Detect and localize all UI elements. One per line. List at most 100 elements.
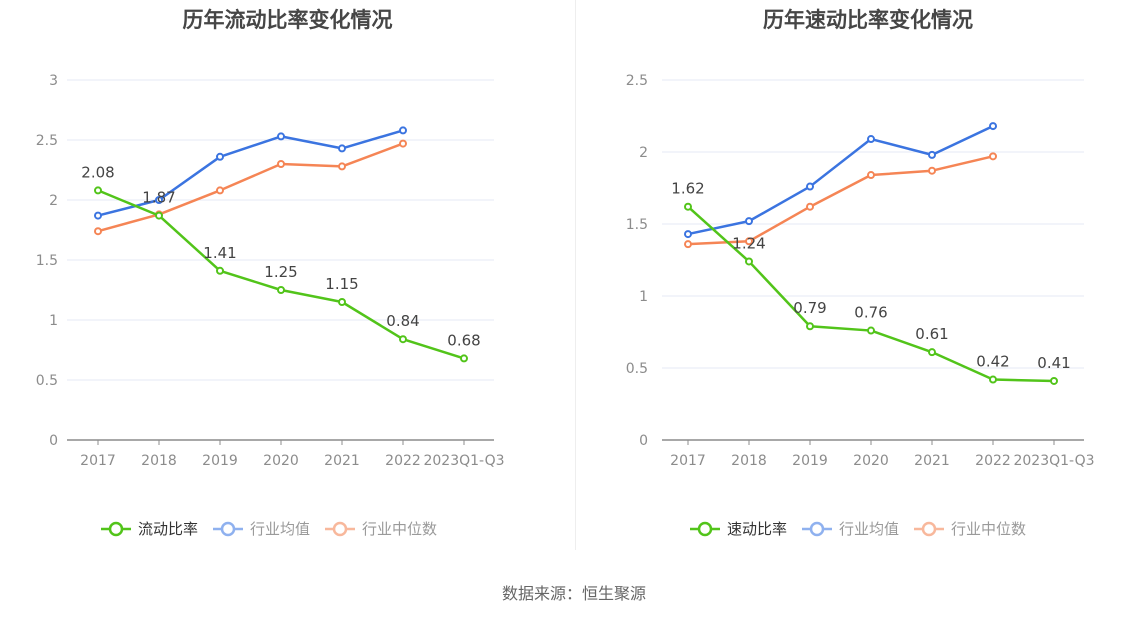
data-point[interactable] [338, 144, 346, 153]
data-point[interactable] [277, 160, 285, 168]
chart-title: 历年速动比率变化情况 [763, 8, 973, 32]
x-tick-label: 2022 [385, 453, 421, 469]
data-point[interactable] [399, 139, 407, 148]
data-point[interactable] [684, 202, 692, 211]
legend-item[interactable]: 行业均值 [212, 518, 310, 539]
data-point[interactable] [806, 202, 814, 211]
y-tick-label: 1.5 [36, 253, 58, 269]
data-point[interactable] [745, 237, 753, 246]
data-point[interactable] [338, 162, 346, 171]
quick-ratio-chart: 历年速动比率变化情况 0 0.5 1 1.5 2 2.5 2017 2018 2019 2020 2… [576, 0, 1148, 560]
data-point[interactable] [277, 286, 285, 294]
x-tick-label: 2019 [792, 453, 828, 469]
chart-title: 历年流动比率变化情况 [182, 8, 393, 32]
data-point[interactable] [460, 354, 468, 363]
y-tick-label: 1 [49, 313, 58, 329]
data-label: 0.41 [1037, 354, 1070, 372]
data-label: 1.41 [203, 244, 236, 262]
quick-ratio-plot: 0 0.5 1 1.5 2 2.5 2017 2018 2019 2020 2021 2022 2023… [626, 73, 1095, 469]
x-tick-label: 2019 [202, 453, 238, 469]
data-label: 0.42 [976, 353, 1009, 371]
y-tick-label: 2.5 [36, 133, 58, 149]
data-point[interactable] [399, 126, 407, 135]
data-point[interactable] [684, 230, 692, 239]
legend-item[interactable]: 行业均值 [801, 518, 899, 539]
data-point[interactable] [155, 196, 163, 204]
legend-line-circle-icon [325, 521, 356, 536]
data-point[interactable] [216, 266, 224, 275]
series-line-1 [97, 129, 404, 217]
data-label: 0.79 [793, 299, 826, 317]
data-point[interactable] [928, 150, 936, 159]
data-label: 1.25 [264, 263, 297, 281]
data-point[interactable] [684, 240, 692, 249]
x-tick-label: 2020 [263, 453, 299, 469]
data-point[interactable] [928, 348, 936, 357]
y-tick-label: 1.5 [626, 217, 648, 233]
legend-label: 行业中位数 [951, 520, 1027, 538]
legend-line-circle-icon [802, 521, 833, 536]
data-point[interactable] [867, 326, 875, 335]
legend-line-circle-icon [213, 521, 244, 536]
data-source-footer: 数据来源：恒生聚源 [501, 584, 646, 603]
y-tick-label: 0 [49, 433, 58, 449]
chart-legend: 速动比率 行业均值 行业中位数 [689, 518, 1026, 539]
series-line-1 [687, 124, 994, 236]
legend-label: 行业均值 [250, 520, 311, 538]
data-point[interactable] [989, 152, 997, 161]
data-point[interactable] [867, 135, 875, 144]
y-tick-label: 2 [49, 193, 58, 209]
y-tick-label: 3 [49, 73, 58, 89]
data-point[interactable] [155, 211, 163, 220]
data-label: 1.87 [142, 189, 175, 207]
legend-line-circle-icon [101, 521, 131, 536]
data-label: 1.24 [732, 234, 765, 252]
data-point[interactable] [277, 132, 285, 141]
x-tick-label: 2017 [670, 453, 706, 469]
data-point[interactable] [989, 122, 997, 131]
x-tick-label: 2023Q1-Q3 [1013, 453, 1094, 469]
data-label: 1.15 [325, 275, 358, 293]
chart-divider [575, 0, 576, 550]
legend-label: 流动比率 [138, 520, 199, 538]
data-point[interactable] [745, 257, 753, 266]
legend-label: 行业中位数 [362, 520, 438, 538]
current-ratio-plot: 0 0.5 1 1.5 2 2.5 3 2017 2018 2019 2020 2021 2022 202… [36, 73, 505, 469]
legend-item[interactable]: 行业中位数 [324, 518, 437, 539]
data-label: 0.76 [854, 304, 887, 322]
legend-item[interactable]: 行业中位数 [913, 518, 1026, 539]
data-point[interactable] [928, 166, 936, 175]
y-tick-label: 2 [639, 145, 648, 161]
data-point[interactable] [989, 375, 997, 384]
data-label: 0.84 [386, 312, 419, 330]
x-tick-label: 2018 [141, 453, 177, 469]
chart-legend: 流动比率 行业均值 行业中位数 [100, 518, 437, 539]
legend-item[interactable]: 流动比率 [100, 518, 198, 539]
data-point[interactable] [806, 182, 814, 191]
current-ratio-chart: 历年流动比率变化情况 0 0.5 1 1.5 2 2.5 3 2017 2018 2019 2020… [0, 0, 575, 560]
legend-label: 行业均值 [839, 520, 900, 538]
data-point[interactable] [94, 211, 102, 220]
data-label: 2.08 [81, 163, 114, 181]
data-point[interactable] [867, 171, 875, 180]
data-point[interactable] [94, 227, 102, 236]
y-tick-label: 0.5 [36, 373, 58, 389]
data-point[interactable] [94, 186, 102, 195]
data-point[interactable] [806, 322, 814, 331]
x-tick-label: 2020 [853, 453, 889, 469]
x-tick-label: 2017 [80, 453, 116, 469]
y-tick-label: 0.5 [626, 361, 648, 377]
data-point[interactable] [745, 217, 753, 226]
legend-line-circle-icon [914, 521, 945, 536]
x-tick-label: 2023Q1-Q3 [423, 453, 504, 469]
x-tick-label: 2021 [914, 453, 950, 469]
data-point[interactable] [216, 152, 224, 161]
data-point[interactable] [1050, 376, 1058, 385]
series-line-2 [687, 155, 994, 246]
legend-item[interactable]: 速动比率 [689, 518, 787, 539]
legend-line-circle-icon [690, 521, 720, 536]
data-point[interactable] [216, 186, 224, 195]
data-point[interactable] [338, 298, 346, 306]
data-point[interactable] [399, 335, 407, 344]
y-tick-label: 1 [639, 289, 648, 305]
